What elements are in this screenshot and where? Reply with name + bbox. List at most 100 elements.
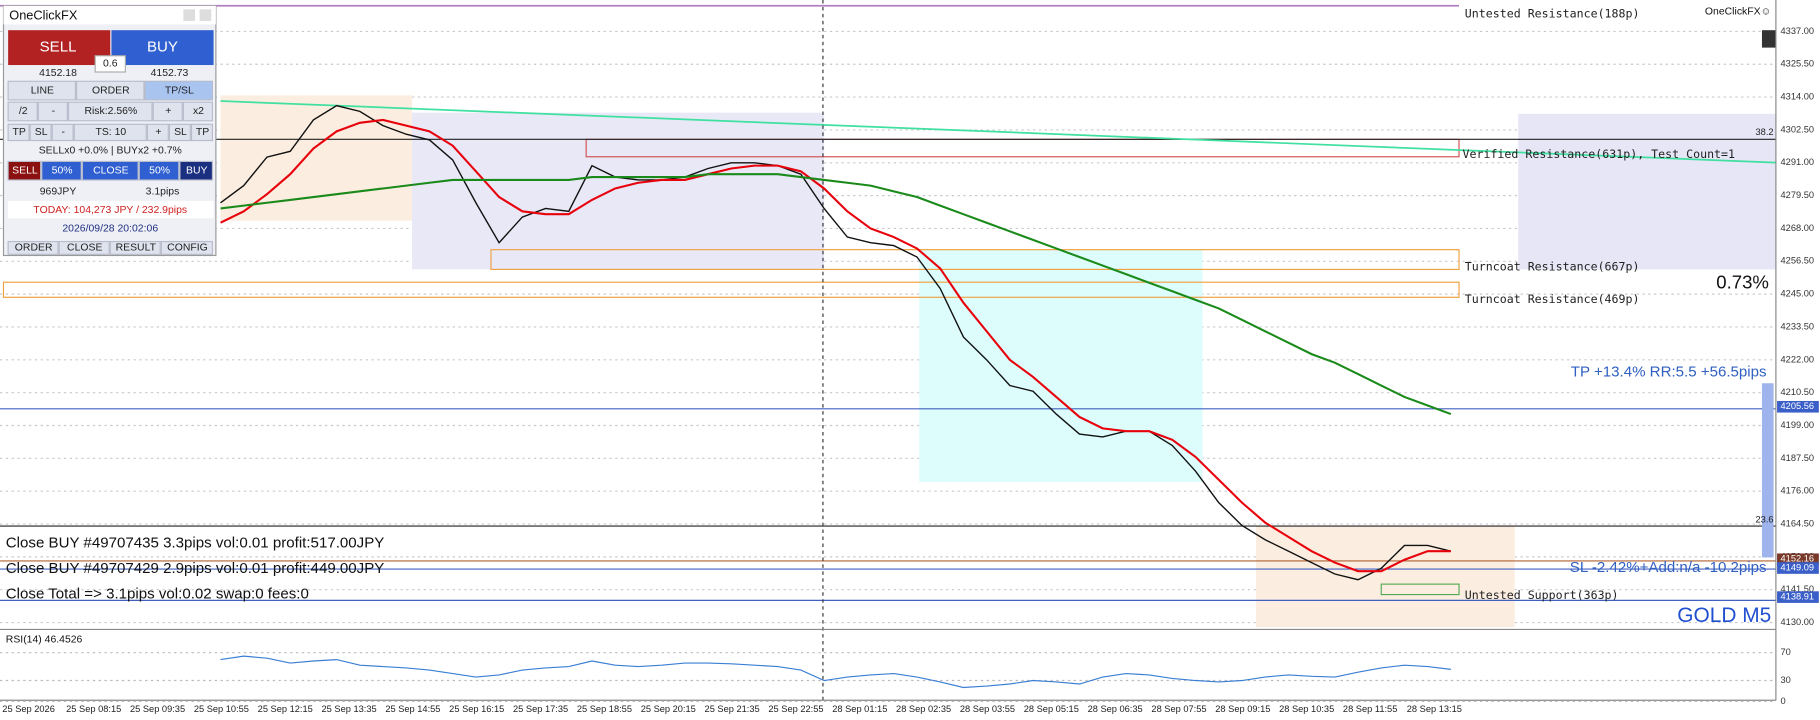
turncoat-zone xyxy=(490,249,1460,270)
x-tick-label: 25 Sep 13:35 xyxy=(322,704,377,714)
close_row-label: SELL xyxy=(12,165,38,176)
positions-summary: SELLx0 +0.0% | BUYx2 +0.7% xyxy=(39,146,182,157)
y-tick-label: 4176.00 xyxy=(1781,486,1814,496)
tabs-label: LINE xyxy=(31,85,54,96)
ts_row-label: TP xyxy=(12,127,25,138)
y-tick-label: 4164.50 xyxy=(1781,518,1814,528)
risk_row-label: x2 xyxy=(193,106,204,117)
x-tick-label: 25 Sep 17:35 xyxy=(513,704,568,714)
one-click-toggle[interactable] xyxy=(1761,30,1776,48)
risk_row-button[interactable] xyxy=(182,101,213,122)
tabs-label: TP/SL xyxy=(165,85,194,96)
close_row-label: CLOSE xyxy=(93,165,128,176)
panel-titlebar xyxy=(3,5,216,25)
price-line xyxy=(220,104,1452,581)
ts_row-button[interactable] xyxy=(73,123,147,142)
footer-label: CONFIG xyxy=(167,243,208,254)
pips-value: 3.1pips xyxy=(146,186,180,197)
risk_row-label: Risk:2.56% xyxy=(84,106,137,117)
risk_row-label: - xyxy=(52,106,56,117)
close_row-label: 50% xyxy=(52,165,73,176)
ts_row-button[interactable] xyxy=(51,123,74,142)
panel-title: OneClickFX xyxy=(9,8,78,23)
price-tag-label: 4152.16 xyxy=(1781,554,1814,564)
close_row-label: 50% xyxy=(149,165,170,176)
risk_row-button[interactable] xyxy=(7,101,38,122)
close_row-button[interactable] xyxy=(179,160,213,181)
tabs-button[interactable] xyxy=(144,80,213,101)
ts_row-button[interactable] xyxy=(29,123,52,142)
x-tick-label: 25 Sep 08:15 xyxy=(66,704,121,714)
zone xyxy=(220,95,413,221)
log-line: Close Total => 3.1pips vol:0.02 swap:0 f… xyxy=(6,586,309,603)
ts_row-button[interactable] xyxy=(146,123,169,142)
ts_row-label: - xyxy=(62,127,66,138)
footer-button[interactable] xyxy=(7,240,59,255)
today-box xyxy=(8,200,214,219)
ts_row-label: SL xyxy=(35,127,48,138)
y-tick-label: 4233.50 xyxy=(1781,321,1814,331)
ts_row-button[interactable] xyxy=(190,123,213,142)
x-tick-label: 28 Sep 01:15 xyxy=(832,704,887,714)
ts_row-button[interactable] xyxy=(168,123,191,142)
footer-button[interactable] xyxy=(160,240,213,255)
fib-label: 23.6 xyxy=(1756,515,1774,525)
close_row-button[interactable] xyxy=(41,160,82,181)
rsi-tick-label: 0 xyxy=(1781,696,1786,706)
risk_row-button[interactable] xyxy=(152,101,183,122)
close-button[interactable] xyxy=(199,9,212,21)
profit-value: 969JPY xyxy=(40,186,77,197)
x-tick-label: 25 Sep 09:35 xyxy=(130,704,185,714)
x-tick-label: 28 Sep 13:15 xyxy=(1407,704,1462,714)
buy-button[interactable] xyxy=(111,30,214,66)
tabs-button[interactable] xyxy=(76,80,145,101)
y-tick-label: 4279.50 xyxy=(1781,190,1814,200)
zone-label: Untested Support(363p) xyxy=(1465,588,1619,602)
ts_row-label: SL xyxy=(174,127,187,138)
footer-button[interactable] xyxy=(109,240,161,255)
ask-price: 4152.73 xyxy=(151,68,189,79)
risk_row-button[interactable] xyxy=(37,101,68,122)
tabs-button[interactable] xyxy=(7,80,77,101)
price-tag xyxy=(1777,591,1819,603)
x-tick-label: 28 Sep 06:35 xyxy=(1088,704,1143,714)
lot-value: 0.6 xyxy=(103,59,118,70)
close_row-button[interactable] xyxy=(138,160,180,181)
brand-label: OneClickFX☺ xyxy=(1705,6,1771,17)
zone xyxy=(412,112,825,270)
footer-button[interactable] xyxy=(58,240,110,255)
close_row-button[interactable] xyxy=(7,160,42,181)
sell-button[interactable] xyxy=(8,30,111,66)
minimize-button[interactable] xyxy=(183,9,195,21)
close_row-button[interactable] xyxy=(81,160,139,181)
x-tick-label: 25 Sep 18:55 xyxy=(577,704,632,714)
rsi-panel: 70 30 0 xyxy=(0,647,1791,706)
x-tick-label: 28 Sep 11:55 xyxy=(1343,704,1397,714)
clock: 2026/09/28 20:02:06 xyxy=(62,224,158,235)
log-line: Close BUY #49707435 3.3pips vol:0.01 pro… xyxy=(6,534,385,551)
ts_row-button[interactable] xyxy=(7,123,30,142)
x-tick-label: 25 Sep 21:35 xyxy=(705,704,760,714)
zone-label: Verified Resistance(631p), Test Count=1 xyxy=(1463,147,1736,161)
order-panel: OneClickFX SELL BUY 0.6 4152.18 4152.73 … xyxy=(2,5,217,257)
price-tag-label: 4149.09 xyxy=(1781,562,1814,572)
rr-bar xyxy=(1761,383,1774,558)
lot-input[interactable] xyxy=(94,55,126,73)
risk_row-button[interactable] xyxy=(67,101,153,122)
x-tick-label: 28 Sep 03:55 xyxy=(960,704,1015,714)
tp-zone xyxy=(919,249,1203,482)
rsi-line xyxy=(220,655,1451,689)
ts_row-label: TP xyxy=(196,127,209,138)
y-tick-label: 4222.00 xyxy=(1781,354,1814,364)
x-tick-label: 28 Sep 02:35 xyxy=(896,704,951,714)
tabs-label: ORDER xyxy=(92,85,130,96)
y-tick-label: 4210.50 xyxy=(1781,387,1814,397)
today-summary: TODAY: 104,273 JPY / 232.9pips xyxy=(33,205,187,216)
y-tick-label: 4314.00 xyxy=(1781,92,1814,102)
close_row-label: BUY xyxy=(186,165,207,176)
zone-label: Turncoat Resistance(667p) xyxy=(1465,260,1640,274)
